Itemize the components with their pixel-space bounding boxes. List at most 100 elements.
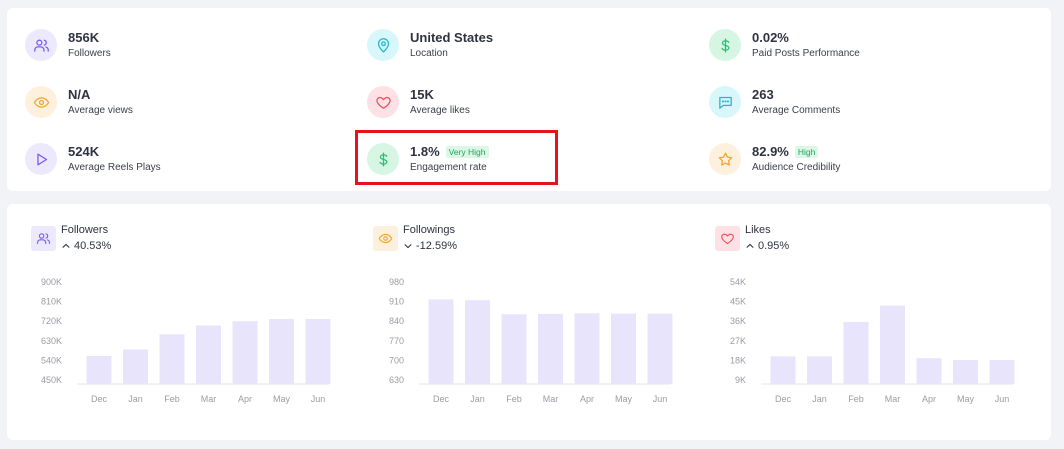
y-tick-label: 910 (389, 297, 404, 307)
chart-change: 40.53% (61, 240, 111, 252)
chart-change-value: -12.59% (416, 240, 457, 252)
y-tick-label: 9K (735, 375, 746, 385)
comment-icon (709, 86, 741, 118)
y-tick-label: 18K (730, 355, 746, 365)
bar-jan[interactable] (123, 349, 148, 384)
stat-engagement-rate: 1.8% Very High Engagement rate (367, 139, 687, 179)
stat-average-comments: 263 Average Comments (709, 82, 1029, 122)
chevron-up-icon (745, 241, 755, 251)
x-tick-label: Apr (922, 394, 936, 404)
x-tick-label: Jan (470, 394, 485, 404)
bar-mar[interactable] (538, 313, 563, 384)
x-tick-label: Apr (580, 394, 594, 404)
stat-label: Average Comments (752, 105, 841, 116)
bar-plot: 900K 810K 720K 630K 540K 450K Dec Jan Feb Mar Apr M… (41, 277, 331, 404)
stat-location: United States Location (367, 25, 687, 65)
y-tick-label: 700 (389, 355, 404, 365)
bar-jun[interactable] (305, 319, 331, 384)
users-icon (31, 226, 56, 251)
x-tick-label: Mar (885, 394, 901, 404)
x-tick-label: Dec (433, 394, 450, 404)
y-tick-label: 450K (41, 375, 62, 385)
bar-jan[interactable] (807, 356, 832, 384)
x-tick-label: May (957, 394, 975, 404)
bar-jun[interactable] (989, 360, 1015, 384)
stat-label: Engagement rate (410, 162, 487, 173)
y-tick-label: 630 (389, 375, 404, 385)
status-badge: Very High (445, 145, 489, 158)
bar-dec[interactable] (428, 299, 454, 384)
x-tick-label: Mar (543, 394, 559, 404)
x-tick-label: Dec (775, 394, 792, 404)
y-tick-label: 45K (730, 297, 746, 307)
chevron-up-icon (61, 241, 71, 251)
x-tick-label: May (615, 394, 633, 404)
chart-title: Likes (745, 224, 771, 236)
engagement-rate-highlight (355, 130, 558, 185)
bar-dec[interactable] (86, 356, 112, 384)
bar-apr[interactable] (574, 313, 600, 384)
bar-mar[interactable] (880, 305, 905, 384)
y-tick-label: 54K (730, 277, 746, 287)
heart-icon (715, 226, 740, 251)
heart-icon (367, 86, 399, 118)
bar-may[interactable] (269, 319, 294, 384)
bar-feb[interactable] (843, 321, 869, 384)
y-tick-label: 720K (41, 316, 62, 326)
bar-feb[interactable] (501, 314, 527, 384)
y-tick-label: 770 (389, 336, 404, 346)
star-icon (709, 143, 741, 175)
users-icon (25, 29, 57, 61)
bar-mar[interactable] (196, 325, 221, 384)
x-tick-label: Jan (812, 394, 827, 404)
stat-label: Paid Posts Performance (752, 48, 860, 59)
bar-plot: 980 910 840 770 700 630 Dec Jan Feb Mar Apr May Jun (389, 277, 673, 404)
bar-plot: 54K 45K 36K 27K 18K 9K Dec Jan Feb Mar Apr May Jun (730, 277, 1015, 404)
stat-label: Average Reels Plays (68, 162, 161, 173)
stat-value: United States (410, 30, 493, 45)
location-pin-icon (367, 29, 399, 61)
x-tick-label: Feb (506, 394, 522, 404)
bar-dec[interactable] (770, 356, 796, 384)
stat-value: 263 (752, 87, 774, 102)
chart-followers: Followers 40.53% 900K 810K 720K 630K 540K 450K D… (7, 204, 337, 440)
stat-value-text: 82.9% (752, 144, 789, 159)
stat-average-reels-plays: 524K Average Reels Plays (25, 139, 345, 179)
stat-value: 15K (410, 87, 434, 102)
y-tick-label: 900K (41, 277, 62, 287)
chart-change-value: 40.53% (74, 240, 112, 252)
x-tick-label: Feb (164, 394, 180, 404)
y-tick-label: 36K (730, 316, 746, 326)
bar-apr[interactable] (916, 358, 942, 384)
bar-jun[interactable] (647, 313, 673, 384)
chart-change: -12.59% (403, 240, 457, 252)
bar-jan[interactable] (465, 300, 490, 384)
stat-label: Followers (68, 48, 111, 59)
stat-value-text: United States (410, 30, 494, 45)
stat-value-text: 856K (68, 30, 100, 45)
chart-change-value: 0.95% (758, 240, 790, 252)
stat-label: Average views (68, 105, 133, 116)
chart-followings: Followings -12.59% 980 910 840 770 700 630 Dec Ja… (349, 204, 679, 440)
stat-value: 82.9% High (752, 144, 819, 159)
bar-may[interactable] (953, 360, 978, 384)
y-tick-label: 840 (389, 316, 404, 326)
stat-value: 1.8% Very High (410, 144, 489, 159)
x-tick-label: Jun (653, 394, 668, 404)
eye-icon (373, 226, 398, 251)
bar-apr[interactable] (232, 321, 258, 384)
x-tick-label: Jun (995, 394, 1010, 404)
stat-value-text: 15K (410, 87, 434, 102)
x-tick-label: Mar (201, 394, 217, 404)
stat-value-text: 0.02% (752, 30, 789, 45)
stat-audience-credibility: 82.9% High Audience Credibility (709, 139, 1029, 179)
bar-may[interactable] (611, 313, 636, 384)
y-tick-label: 540K (41, 355, 62, 365)
x-tick-label: Feb (848, 394, 864, 404)
stat-value: 0.02% (752, 30, 789, 45)
x-tick-label: Apr (238, 394, 252, 404)
stat-label: Audience Credibility (752, 162, 841, 173)
y-tick-label: 980 (389, 277, 404, 287)
bar-feb[interactable] (159, 334, 185, 384)
stat-value: 524K (68, 144, 99, 159)
